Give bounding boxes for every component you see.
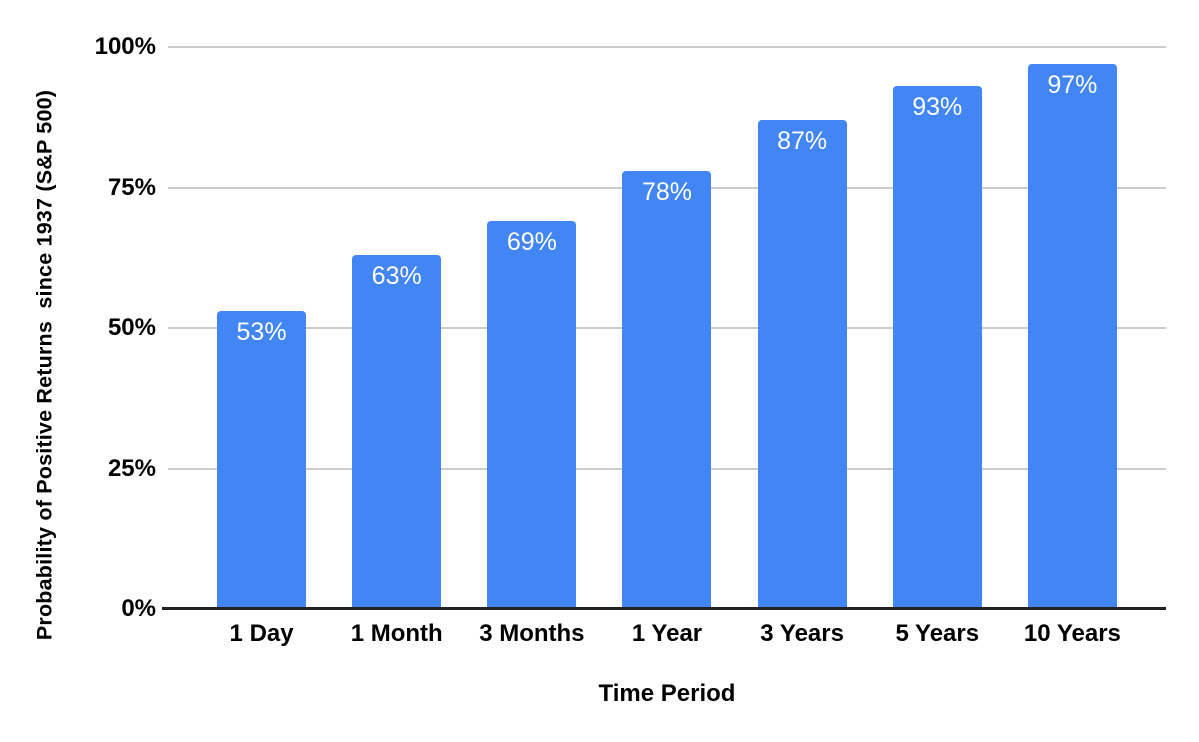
x-tick-label: 1 Month: [350, 620, 443, 647]
bar-value-label: 63%: [371, 261, 422, 290]
x-tick-label: 10 Years: [1023, 620, 1121, 647]
x-axis-tick-labels: 1 Day 1 Month 3 Months 1 Year 3 Years 5 Years…: [168, 619, 1166, 649]
bar-1-day: 53%: [217, 311, 307, 609]
bar-value-label: 97%: [1047, 70, 1098, 99]
y-tick-label: 100%: [94, 33, 156, 60]
bar-value-label: 87%: [777, 127, 828, 156]
bar-10-years: 97%: [1027, 63, 1117, 609]
y-tick-label: 50%: [107, 314, 156, 341]
bar-1-month: 63%: [352, 254, 442, 609]
bar-slot: 87%: [735, 47, 870, 609]
bar-value-label: 69%: [506, 228, 557, 257]
x-tick-label: 3 Months: [479, 620, 585, 647]
plot-area: 53% 63% 69% 78% 87% 93% 97%: [162, 46, 1166, 610]
bar-value-label: 78%: [641, 177, 692, 206]
y-tick-label: 75%: [107, 173, 156, 201]
x-tick-label: 3 Years: [760, 620, 844, 647]
y-tick-label: 25%: [107, 454, 156, 482]
x-tick-label: 5 Years: [895, 620, 980, 647]
bar-slot: 78%: [599, 47, 734, 609]
bar-1-year: 78%: [622, 170, 712, 609]
x-tick-label: 1 Year: [631, 620, 703, 647]
y-tick-label: 0%: [121, 595, 156, 622]
y-axis-tick-labels: 100% 75% 50% 25% 0%: [0, 33, 156, 622]
bar-slot: 63%: [329, 47, 464, 609]
bar-slot: 69%: [464, 47, 599, 609]
bar-5-years: 93%: [892, 86, 982, 609]
x-axis-title: Time Period: [598, 680, 736, 707]
x-axis-line: [162, 607, 1166, 610]
bar-3-years: 87%: [757, 120, 847, 609]
bar-value-label: 93%: [912, 93, 963, 122]
bar-3-months: 69%: [487, 221, 577, 609]
bar-slot: 53%: [194, 47, 329, 609]
x-tick-label: 1 Day: [229, 620, 294, 647]
bar-value-label: 53%: [236, 318, 287, 347]
bar-slot: 93%: [870, 47, 1005, 609]
gridline: [168, 46, 1166, 48]
bar-series: 53% 63% 69% 78% 87% 93% 97%: [168, 47, 1166, 609]
bar-slot: 97%: [1005, 47, 1140, 609]
